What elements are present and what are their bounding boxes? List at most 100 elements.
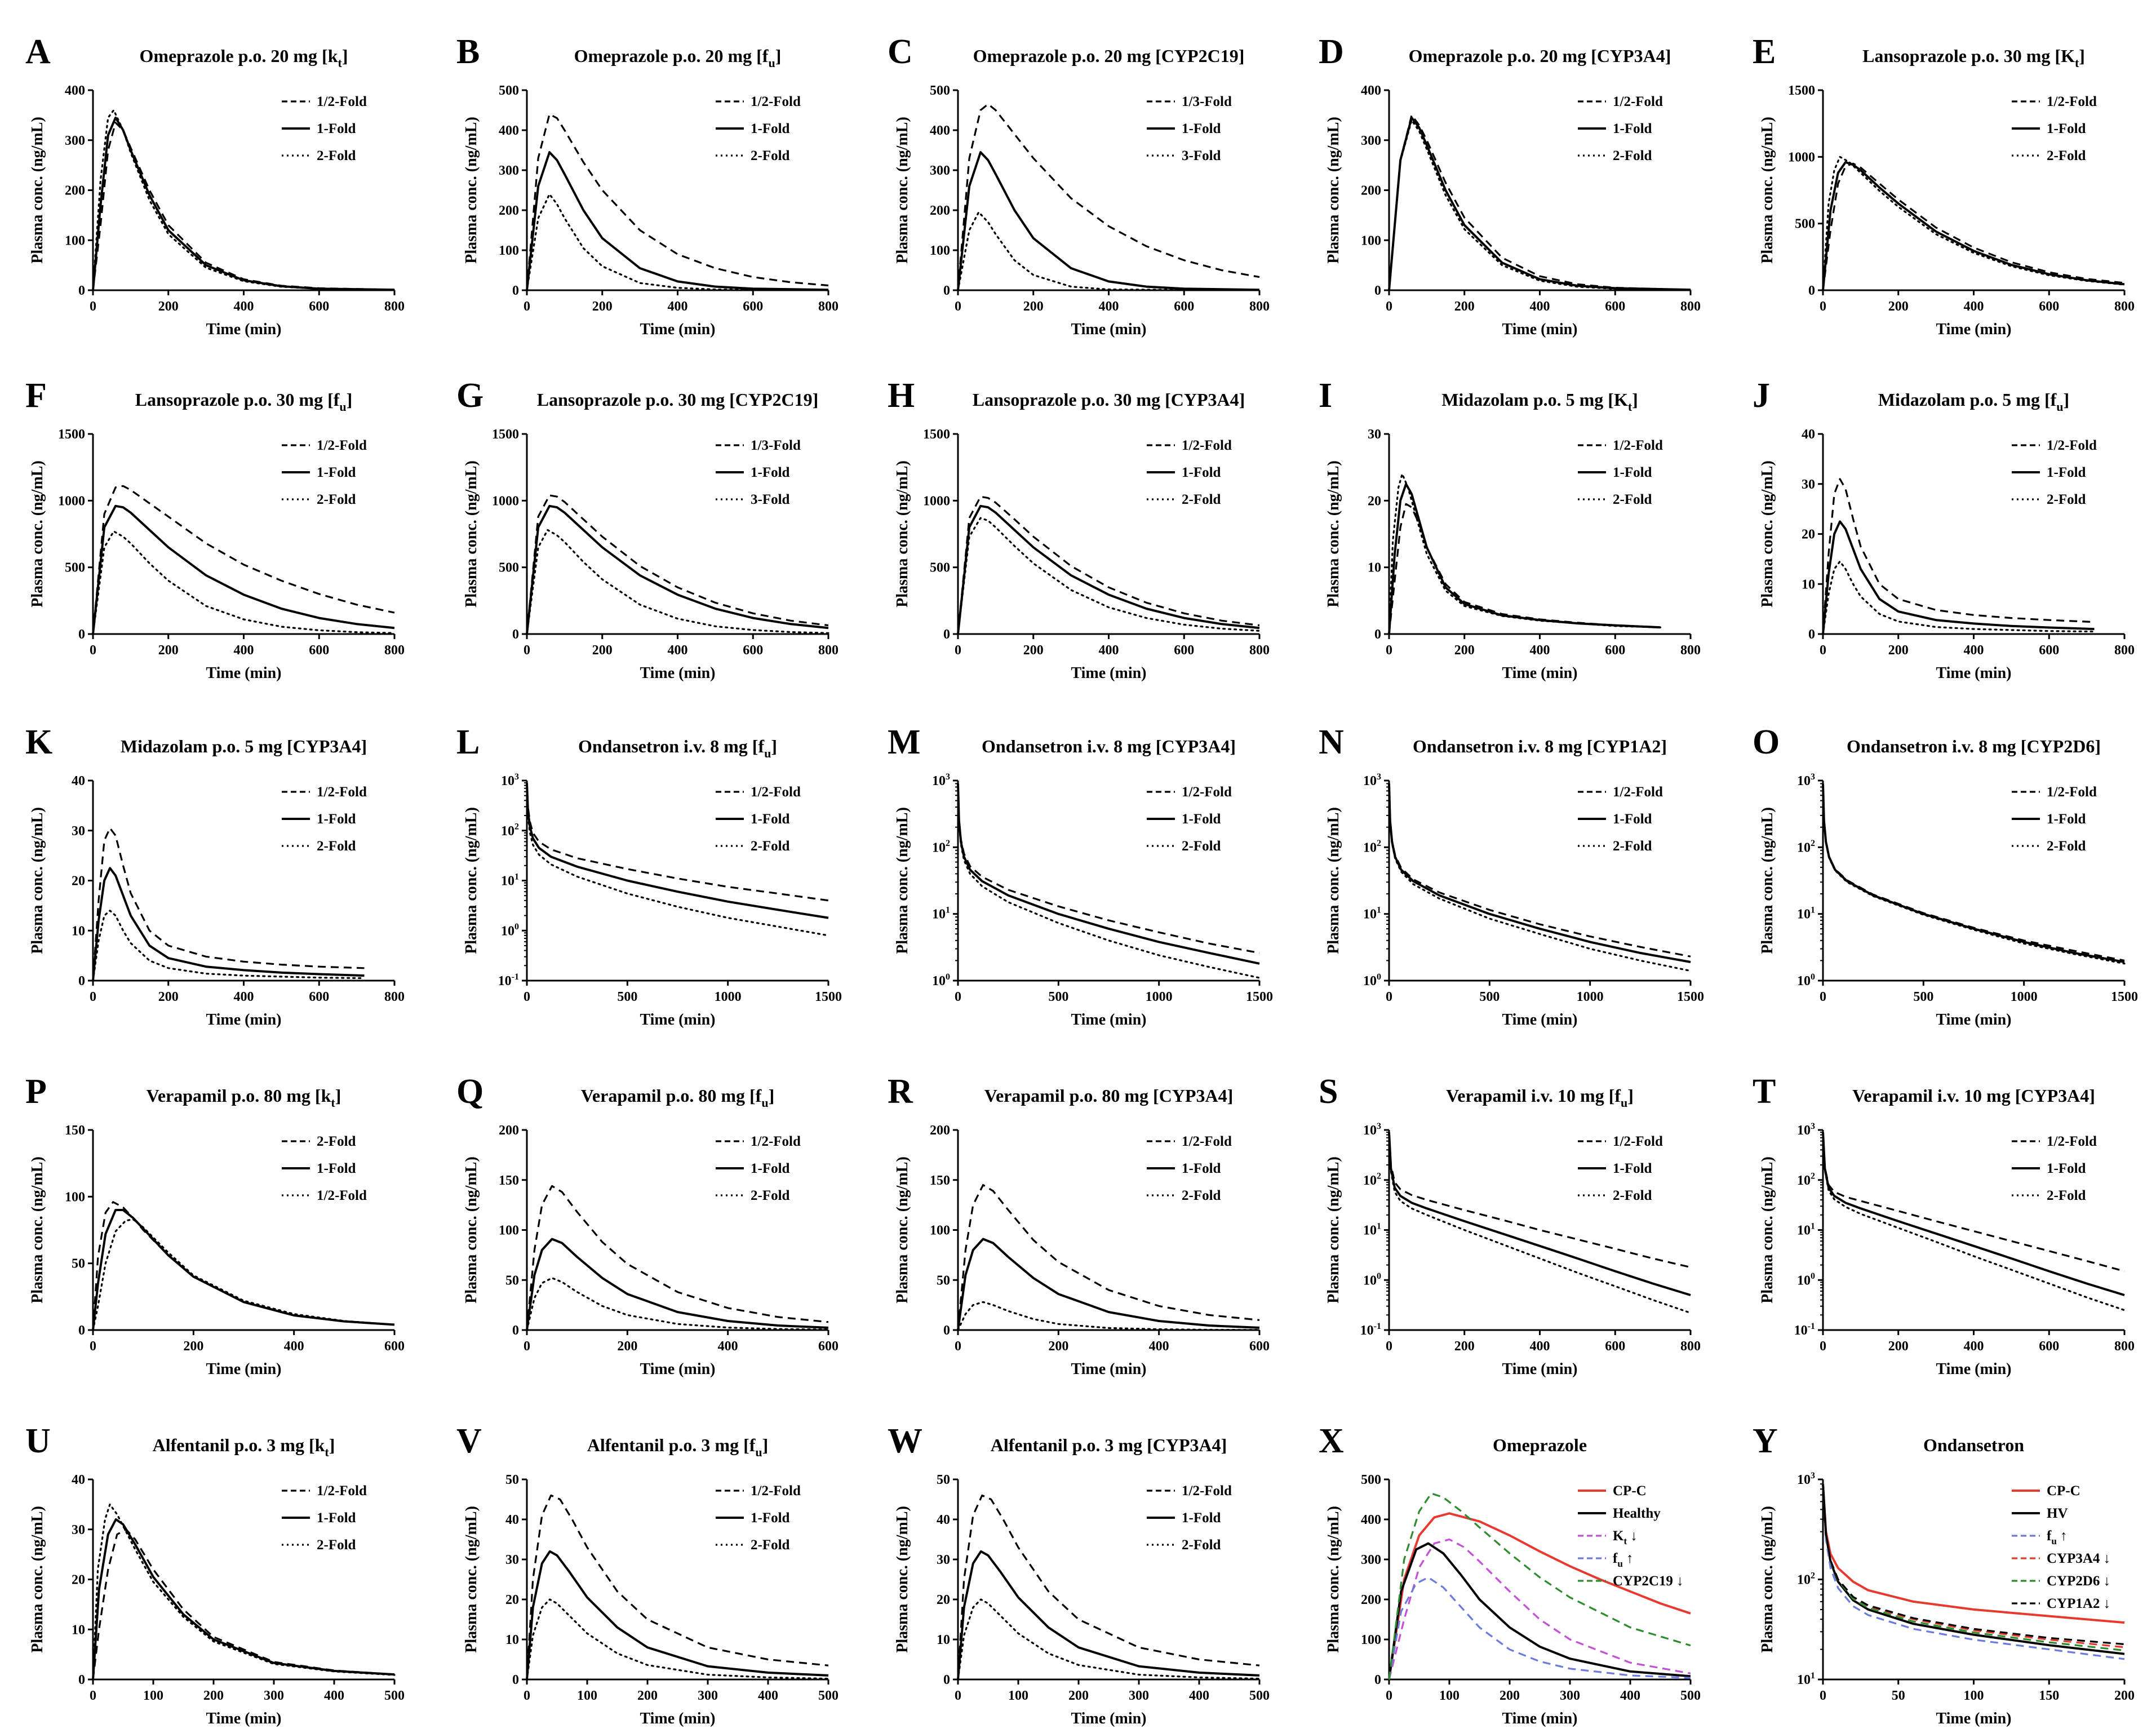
x-tick-label: 200 <box>183 1339 203 1354</box>
series-line <box>1388 783 1691 963</box>
x-tick-label: 0 <box>955 990 961 1004</box>
x-tick-label: 600 <box>1605 643 1625 658</box>
x-tick-label: 0 <box>955 1688 961 1703</box>
panel-S: S Verapamil i.v. 10 mg [fu] 0 200 400 600 800 1… <box>1319 1072 1701 1378</box>
legend-label: 2-Fold <box>1182 1537 1221 1553</box>
x-tick-label: 200 <box>158 990 179 1004</box>
y-tick-label: 102 <box>1797 839 1815 855</box>
x-tick-label: 400 <box>1149 1339 1169 1354</box>
y-tick-label: 500 <box>1361 1473 1381 1487</box>
y-axis-label: Plasma conc. (ng/mL) <box>1325 1156 1342 1304</box>
chart-title: Verapamil p.o. 80 mg [CYP3A4] <box>984 1085 1233 1106</box>
x-tick-label: 50 <box>1892 1688 1905 1703</box>
y-tick-label: 100 <box>1361 233 1381 248</box>
x-tick-label: 400 <box>758 1688 778 1703</box>
y-axis-label: Plasma conc. (ng/mL) <box>1759 807 1776 954</box>
legend-label: 2-Fold <box>2047 148 2086 163</box>
panel-letter: D <box>1319 33 1344 71</box>
legend-label: 1-Fold <box>1182 1510 1221 1526</box>
x-tick-label: 100 <box>1964 1688 1984 1703</box>
legend-label: 1/2-Fold <box>1613 784 1663 800</box>
y-tick-label: 500 <box>499 83 519 98</box>
y-tick-label: 10 <box>72 924 85 938</box>
y-tick-label: 100 <box>932 972 950 989</box>
legend-label: 1/2-Fold <box>1613 94 1663 109</box>
x-tick-label: 400 <box>1099 643 1119 658</box>
x-tick-label: 0 <box>524 1339 530 1354</box>
y-tick-label: 30 <box>72 1523 85 1537</box>
x-tick-label: 1500 <box>1677 990 1704 1004</box>
chart-title: Omeprazole p.o. 20 mg [CYP3A4] <box>1409 46 1671 66</box>
x-axis-label: Time (min) <box>1936 1710 2011 1727</box>
legend-label: 1-Fold <box>1182 121 1221 136</box>
x-tick-label: 0 <box>955 1339 961 1354</box>
x-axis-label: Time (min) <box>640 1360 715 1378</box>
x-tick-label: 400 <box>1620 1688 1640 1703</box>
legend-label: 1-Fold <box>751 1510 790 1526</box>
x-axis-label: Time (min) <box>1502 1360 1577 1378</box>
legend-label: 1/2-Fold <box>1613 1134 1663 1149</box>
legend-label: HV <box>2047 1506 2068 1521</box>
series-line <box>92 827 365 981</box>
legend-label: 3-Fold <box>751 492 790 507</box>
x-axis-label: Time (min) <box>1936 321 2011 338</box>
y-tick-label: 100 <box>1363 1271 1381 1288</box>
y-tick-label: 102 <box>932 839 950 855</box>
x-tick-label: 0 <box>1386 1688 1392 1703</box>
panel-letter: R <box>888 1072 913 1111</box>
panel-letter: W <box>888 1422 922 1460</box>
series-line <box>526 1185 829 1331</box>
panel-D: D Omeprazole p.o. 20 mg [CYP3A4] 0 200 400 60… <box>1319 33 1701 338</box>
legend-label: 2-Fold <box>751 148 790 163</box>
panel-B: B Omeprazole p.o. 20 mg [fu] 0 200 400 600 800… <box>456 33 839 338</box>
y-tick-label: 200 <box>65 184 85 198</box>
series-line <box>1822 782 2126 965</box>
y-axis-label: Plasma conc. (ng/mL) <box>894 807 911 954</box>
y-tick-label: 102 <box>1797 1172 1815 1188</box>
y-tick-label: 20 <box>505 1593 519 1607</box>
legend-label: CYP2C19 ↓ <box>1613 1574 1684 1589</box>
legend-label: 1/2-Fold <box>751 1134 801 1149</box>
chart-title: Ondansetron <box>1923 1435 2024 1455</box>
chart-title: Alfentanil p.o. 3 mg [fu] <box>587 1435 769 1459</box>
series-line <box>957 1238 1260 1331</box>
y-axis-label: Plasma conc. (ng/mL) <box>463 807 480 954</box>
x-tick-label: 600 <box>309 643 329 658</box>
x-tick-label: 1500 <box>815 990 842 1004</box>
x-tick-label: 400 <box>1964 643 1984 658</box>
legend-label: 1-Fold <box>317 121 356 136</box>
x-tick-label: 0 <box>90 1339 96 1354</box>
x-tick-label: 800 <box>1680 643 1701 658</box>
series-line <box>526 529 829 635</box>
legend-label: 2-Fold <box>751 839 790 854</box>
x-tick-label: 600 <box>309 299 329 314</box>
y-tick-label: 10-1 <box>498 972 519 989</box>
series-line <box>957 782 1261 979</box>
y-tick-label: 300 <box>65 134 85 148</box>
y-tick-label: 40 <box>72 774 85 788</box>
x-tick-label: 0 <box>955 643 961 658</box>
panel-letter: G <box>456 376 483 415</box>
series-line <box>957 1301 1261 1331</box>
legend-label: 1/2-Fold <box>2047 784 2097 800</box>
x-axis-label: Time (min) <box>1071 1360 1146 1378</box>
panel-I: I Midazolam p.o. 5 mg [Kt] 0 200 400 600 800 0 1… <box>1319 376 1701 682</box>
y-tick-label: 0 <box>1808 627 1815 642</box>
y-tick-label: 100 <box>930 243 950 258</box>
y-tick-label: 0 <box>78 627 85 642</box>
y-tick-label: 0 <box>78 974 85 989</box>
panel-letter: Q <box>456 1072 483 1111</box>
x-tick-label: 200 <box>1454 299 1475 314</box>
legend-label: 1-Fold <box>1613 121 1652 136</box>
x-axis-label: Time (min) <box>1936 1360 2011 1378</box>
y-tick-label: 500 <box>65 561 85 575</box>
legend-label: 1/2-Fold <box>751 94 801 109</box>
y-tick-label: 1500 <box>923 427 950 442</box>
x-axis-label: Time (min) <box>640 1011 715 1029</box>
y-tick-label: 500 <box>930 561 950 575</box>
y-tick-label: 101 <box>1363 1221 1381 1238</box>
series-line <box>1822 1483 2125 1655</box>
x-axis-label: Time (min) <box>206 1710 281 1727</box>
legend-label: fu ↑ <box>2047 1528 2068 1546</box>
y-tick-label: 0 <box>1374 627 1381 642</box>
